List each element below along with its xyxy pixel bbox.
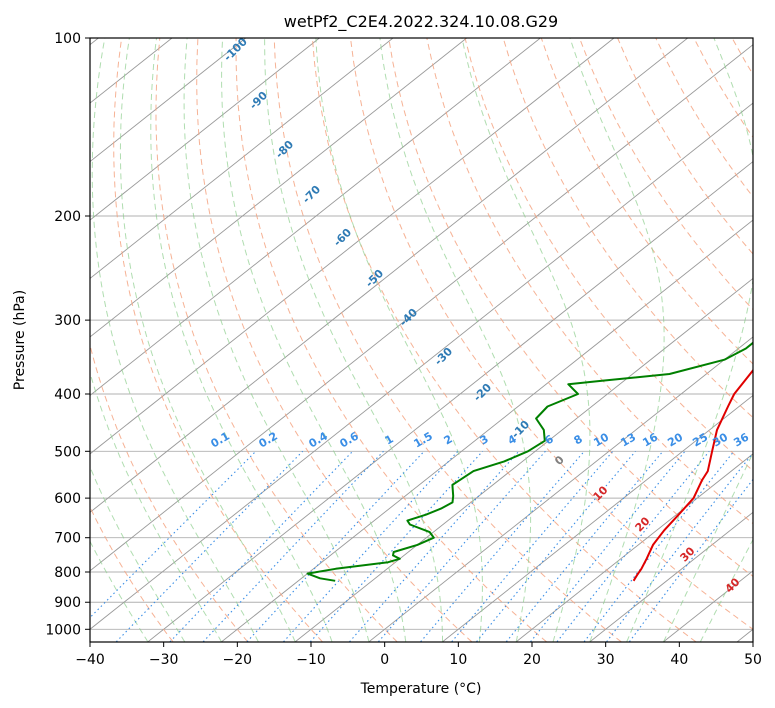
- y-tick-label: 600: [54, 491, 81, 507]
- isotherm-line: [294, 277, 753, 642]
- x-tick-label: 10: [449, 652, 467, 668]
- dry-adiabat-line: [579, 38, 753, 311]
- dewpoint-series-line: [306, 341, 753, 582]
- isotherm-line: [90, 38, 320, 221]
- dry-adiabat-line: [235, 38, 547, 642]
- dry-adiabat-line: [90, 505, 174, 642]
- dry-adiabat-line: [464, 38, 753, 472]
- moist-adiabat-line: [150, 38, 333, 642]
- dry-adiabat-line: [196, 38, 473, 642]
- mixing-ratio-line: [530, 450, 686, 642]
- x-tick-label: −10: [296, 652, 326, 668]
- plot-frame: [89, 37, 754, 643]
- mixing-ratio-line: [202, 450, 384, 642]
- mixing-ratio-line: [606, 452, 753, 642]
- x-tick-label: 20: [523, 652, 541, 668]
- temperature-series-line: [632, 368, 753, 582]
- isotherm-line: [90, 38, 467, 338]
- y-tick-label: 100: [54, 31, 81, 47]
- isotherm-line: [90, 38, 615, 455]
- dry-adiabat-line: [311, 38, 697, 642]
- y-tick-label: 400: [54, 387, 81, 403]
- x-tick-label: 30: [597, 652, 615, 668]
- moist-adiabat-line: [183, 38, 370, 642]
- isotherm-line: [589, 511, 753, 642]
- x-tick-label: −20: [223, 652, 253, 668]
- y-axis-title: Pressure (hPa): [12, 290, 28, 390]
- x-tick-label: 0: [380, 652, 389, 668]
- y-axis-ticks: 100 200 300 400 500 600 700 800 900 1000: [45, 31, 90, 638]
- x-axis-title: Temperature (°C): [360, 681, 482, 697]
- moist-adiabat-line: [264, 38, 443, 642]
- isotherm-line: [442, 394, 753, 642]
- x-tick-label: 50: [744, 652, 762, 668]
- y-tick-label: 300: [54, 313, 81, 329]
- moist-adiabat-line: [91, 38, 259, 642]
- profile-series: [306, 341, 753, 582]
- mixing-ratio-line: [115, 450, 304, 642]
- mixing-ratio-line: [628, 478, 753, 642]
- isotherm-line: [368, 336, 753, 642]
- isotherm-line: [147, 160, 753, 642]
- dry-adiabat-line: [540, 38, 753, 365]
- moist-adiabat-line: [569, 38, 665, 642]
- x-tick-label: −40: [75, 652, 105, 668]
- dry-adiabat-line: [273, 38, 622, 642]
- dry-adiabat-line: [113, 38, 323, 642]
- dry-adiabat-line: [155, 38, 398, 642]
- mixing-ratio-line: [505, 450, 664, 642]
- isotherm-line: [515, 453, 753, 642]
- isotherm-line: [90, 44, 753, 572]
- dry-adiabat-line: [350, 38, 753, 630]
- mixing-ratio-line: [349, 450, 520, 642]
- isotherm-line: [90, 38, 541, 396]
- dry-adiabat-line: [388, 38, 753, 577]
- isobar-grid: [90, 38, 753, 630]
- moist-adiabat-line: [315, 38, 483, 642]
- isotherm-grid: [90, 38, 753, 642]
- moist-adiabat-line: [221, 38, 407, 642]
- mixing-ratio-line: [90, 450, 257, 619]
- x-tick-label: −30: [149, 652, 179, 668]
- mixing-ratio-line: [246, 450, 425, 642]
- moist-adiabats: [90, 38, 753, 642]
- isotherm-line: [90, 38, 688, 513]
- moist-adiabat-line: [379, 38, 532, 642]
- y-tick-label: 200: [54, 209, 81, 225]
- mixing-ratio-line: [420, 450, 585, 642]
- x-tick-label: 40: [670, 652, 688, 668]
- moist-adiabat-line: [461, 38, 591, 642]
- mixing-ratio-line: [169, 450, 354, 642]
- moist-adiabat-line: [663, 451, 753, 642]
- mixing-ratio-lines: [90, 450, 753, 642]
- dry-adiabats: [90, 38, 753, 642]
- y-tick-label: 800: [54, 565, 81, 581]
- dry-adiabat-line: [90, 343, 249, 642]
- isotherm-line: [221, 219, 753, 642]
- mixing-ratio-line: [283, 450, 459, 642]
- y-tick-label: 1000: [45, 622, 81, 638]
- isotherm-line: [90, 38, 246, 163]
- y-tick-label: 500: [54, 444, 81, 460]
- y-tick-label: 700: [54, 531, 81, 547]
- dry-adiabat-line: [426, 38, 753, 525]
- y-tick-label: 900: [54, 595, 81, 611]
- mixing-ratio-line: [556, 450, 710, 642]
- isotherm-line: [90, 38, 394, 280]
- x-axis-ticks: −40 −30 −20 −10 0 10 20 30 40 50: [75, 642, 762, 668]
- dry-adiabat-line: [502, 38, 753, 419]
- chart-title: wetPf2_C2E4.2022.324.10.08.G29: [284, 12, 558, 32]
